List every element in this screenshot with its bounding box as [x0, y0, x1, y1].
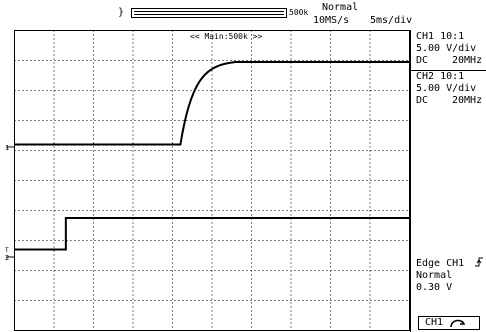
- ch1-button-label: CH1: [425, 317, 444, 328]
- ch2-trace: [14, 217, 410, 251]
- trigger-source-label: Edge CH1: [416, 258, 465, 269]
- settings-panel: CH1 10:1 5.00 V/div DC 20MHz CH2 10:1 5.…: [410, 30, 486, 332]
- ch1-trace: [14, 61, 410, 146]
- trigger-mode-side-label: Normal: [416, 270, 453, 281]
- time-div-label: 5ms/div: [370, 15, 413, 26]
- trigger-position-marker: T: [5, 247, 9, 254]
- trigger-level-label: 0.30 V: [416, 282, 453, 293]
- bracket-mark: }: [118, 7, 125, 18]
- trigger-mode-label: Normal: [322, 2, 359, 13]
- memory-length-label: 500k: [289, 8, 309, 17]
- zoom-window-label: << Main:500k >>: [190, 32, 262, 41]
- ch1-bandwidth-label: 20MHz: [452, 55, 483, 66]
- rising-edge-icon: [475, 257, 483, 267]
- ch1-knob-button[interactable]: CH1: [418, 316, 480, 330]
- knob-icon: [450, 319, 466, 328]
- ch2-coupling-label: DC: [416, 95, 429, 106]
- status-bar: } 500k Normal 10MS/s 5ms/div: [0, 0, 486, 30]
- ch2-probe-label: CH2 10:1: [416, 71, 465, 82]
- memory-position-bar[interactable]: [131, 8, 287, 18]
- ch1-probe-label: CH1 10:1: [416, 31, 465, 42]
- graticule-grid: [14, 30, 410, 331]
- ch2-ground-marker[interactable]: 2 T: [5, 247, 14, 262]
- sample-rate-label: 10MS/s: [313, 15, 350, 26]
- ch1-scale-label: 5.00 V/div: [416, 43, 477, 54]
- ch1-ground-marker[interactable]: 1: [5, 144, 14, 152]
- ch2-scale-label: 5.00 V/div: [416, 83, 477, 94]
- ch2-marker-label: 2: [5, 254, 9, 262]
- ch1-coupling-label: DC: [416, 55, 429, 66]
- ch1-marker-label: 1: [5, 144, 9, 152]
- ch2-bandwidth-label: 20MHz: [452, 95, 483, 106]
